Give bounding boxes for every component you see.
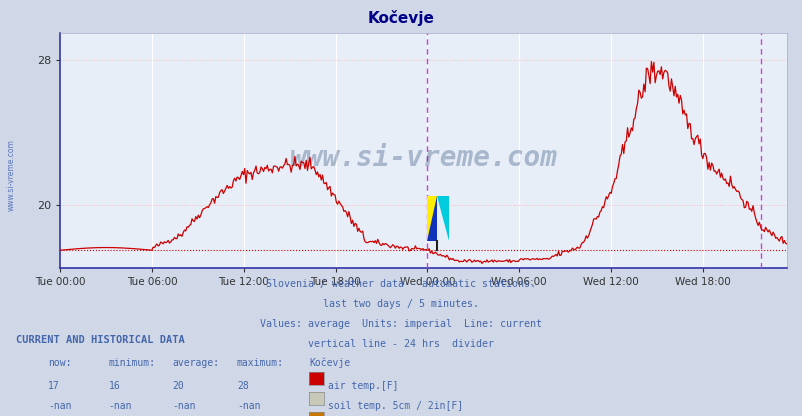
Text: 20: 20 <box>172 381 184 391</box>
Text: CURRENT AND HISTORICAL DATA: CURRENT AND HISTORICAL DATA <box>16 335 184 345</box>
Text: 17: 17 <box>48 381 60 391</box>
Text: -nan: -nan <box>172 401 196 411</box>
Text: Kočevje: Kočevje <box>309 358 350 368</box>
Bar <box>427 196 436 241</box>
Text: -nan: -nan <box>108 401 132 411</box>
Text: Kočevje: Kočevje <box>367 10 435 26</box>
Polygon shape <box>427 196 436 241</box>
Text: soil temp. 5cm / 2in[F]: soil temp. 5cm / 2in[F] <box>328 401 463 411</box>
Text: Slovenia / weather data - automatic stations.: Slovenia / weather data - automatic stat… <box>266 279 536 289</box>
Text: average:: average: <box>172 358 220 368</box>
Text: 28: 28 <box>237 381 249 391</box>
Text: now:: now: <box>48 358 71 368</box>
Text: minimum:: minimum: <box>108 358 156 368</box>
Text: Values: average  Units: imperial  Line: current: Values: average Units: imperial Line: cu… <box>260 319 542 329</box>
Text: maximum:: maximum: <box>237 358 284 368</box>
Text: air temp.[F]: air temp.[F] <box>328 381 399 391</box>
Text: last two days / 5 minutes.: last two days / 5 minutes. <box>323 299 479 309</box>
Text: -nan: -nan <box>237 401 260 411</box>
Text: www.si-vreme.com: www.si-vreme.com <box>290 144 557 172</box>
Polygon shape <box>436 196 448 241</box>
Text: vertical line - 24 hrs  divider: vertical line - 24 hrs divider <box>308 339 494 349</box>
Text: -nan: -nan <box>48 401 71 411</box>
Text: 16: 16 <box>108 381 120 391</box>
Text: www.si-vreme.com: www.si-vreme.com <box>6 139 15 210</box>
